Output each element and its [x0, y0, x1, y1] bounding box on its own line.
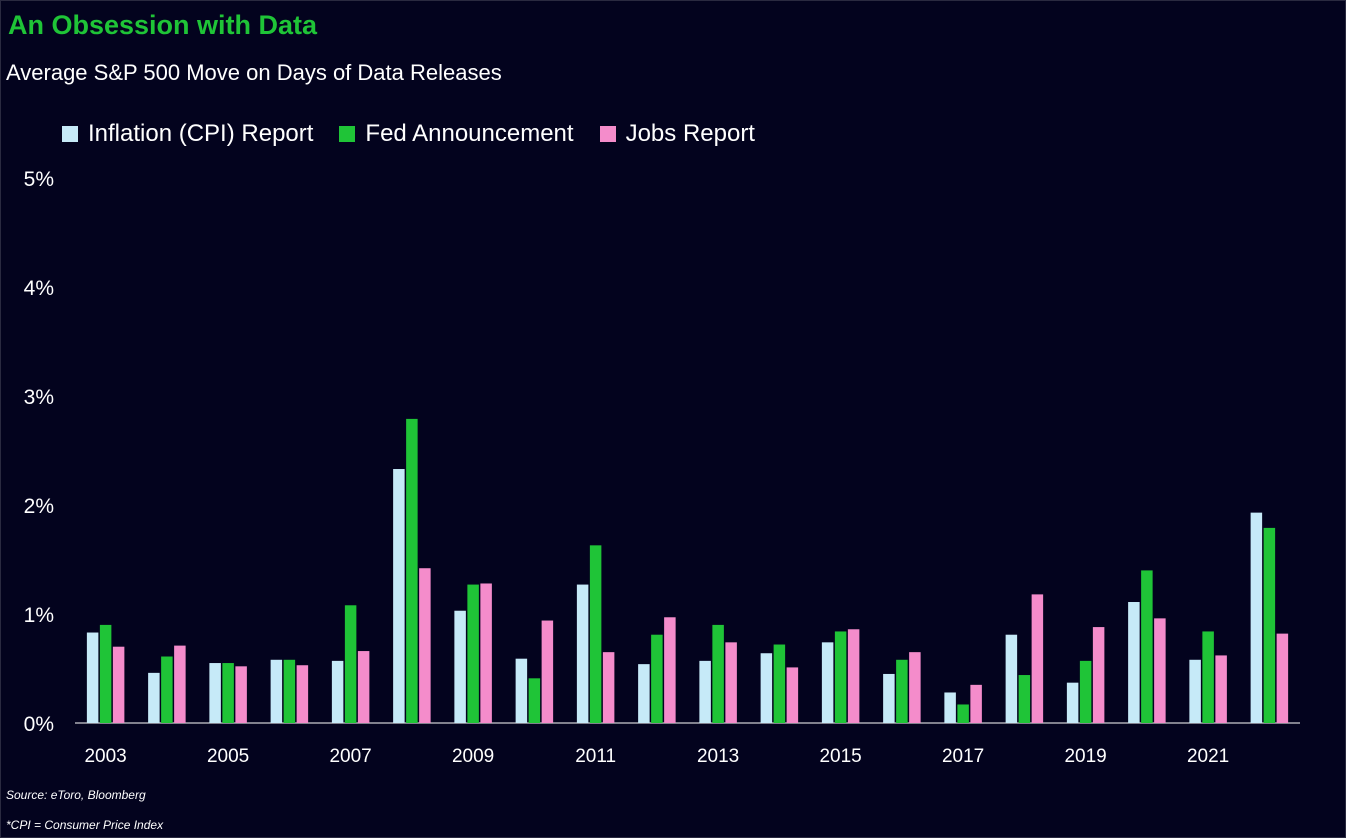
x-tick-label: 2011 [575, 746, 616, 767]
y-tick-label: 5% [24, 168, 54, 191]
bar-inflation-cpi-report-2018 [1005, 634, 1018, 723]
bar-jobs-report-2017 [970, 684, 982, 723]
bar-jobs-report-2005 [235, 666, 247, 723]
y-tick-label: 0% [24, 713, 54, 736]
bar-jobs-report-2014 [786, 667, 799, 723]
bar-inflation-cpi-report-2021 [1189, 659, 1201, 723]
bar-fed-announcement-2005 [222, 663, 234, 723]
bar-inflation-cpi-report-2019 [1066, 682, 1079, 723]
x-tick-label: 2015 [819, 746, 861, 767]
bar-fed-announcement-2013 [712, 624, 724, 723]
bar-jobs-report-2004 [174, 645, 186, 723]
bar-fed-announcement-2016 [896, 659, 908, 723]
bar-inflation-cpi-report-2016 [883, 673, 895, 723]
bar-fed-announcement-2004 [161, 656, 173, 723]
x-tick-label: 2007 [329, 746, 371, 767]
chart-subtitle: Average S&P 500 Move on Days of Data Rel… [6, 60, 502, 85]
bar-jobs-report-2018 [1031, 594, 1044, 723]
legend-label-inflation: Inflation (CPI) Report [88, 120, 314, 147]
bar-inflation-cpi-report-2022 [1250, 512, 1263, 723]
y-tick-label: 1% [24, 604, 54, 627]
bar-inflation-cpi-report-2012 [638, 664, 650, 723]
bar-inflation-cpi-report-2003 [86, 632, 99, 723]
bar-jobs-report-2016 [909, 652, 921, 723]
bar-jobs-report-2013 [725, 642, 737, 723]
bar-jobs-report-2008 [419, 568, 431, 723]
legend-swatch-inflation [62, 126, 78, 142]
bar-inflation-cpi-report-2007 [331, 660, 344, 723]
bar-inflation-cpi-report-2015 [821, 642, 834, 723]
legend-item-inflation: Inflation (CPI) Report [62, 120, 313, 148]
bar-inflation-cpi-report-2010 [515, 658, 528, 723]
bar-fed-announcement-2020 [1141, 570, 1153, 723]
bar-fed-announcement-2021 [1202, 631, 1214, 723]
bar-fed-announcement-2018 [1018, 675, 1031, 723]
bar-inflation-cpi-report-2006 [270, 659, 283, 723]
bar-fed-announcement-2015 [834, 631, 847, 723]
y-tick-label: 4% [24, 277, 54, 300]
bar-jobs-report-2015 [847, 629, 860, 723]
cpi-footnote: *CPI = Consumer Price Index [6, 818, 164, 832]
bar-fed-announcement-2011 [589, 545, 602, 723]
bar-fed-announcement-2008 [406, 418, 418, 723]
bar-jobs-report-2021 [1215, 655, 1227, 723]
legend-item-jobs: Jobs Report [599, 120, 755, 148]
bar-fed-announcement-2003 [99, 624, 112, 723]
x-tick-label: 2021 [1187, 746, 1229, 767]
bar-fed-announcement-2022 [1263, 527, 1276, 723]
bar-fed-announcement-2006 [283, 659, 296, 723]
legend-swatch-jobs [599, 126, 616, 142]
bar-fed-announcement-2017 [957, 704, 969, 723]
bar-fed-announcement-2019 [1079, 660, 1092, 723]
bar-jobs-report-2003 [112, 646, 125, 723]
bar-fed-announcement-2007 [344, 605, 357, 723]
x-tick-label: 2009 [452, 746, 494, 767]
bar-fed-announcement-2009 [467, 584, 479, 723]
bar-jobs-report-2010 [541, 620, 554, 723]
y-tick-label: 2% [24, 495, 54, 518]
x-tick-label: 2005 [207, 746, 249, 767]
bar-inflation-cpi-report-2009 [454, 610, 466, 723]
bar-inflation-cpi-report-2008 [393, 469, 405, 723]
bar-jobs-report-2019 [1092, 627, 1105, 723]
source-note: Source: eToro, Bloomberg [6, 788, 146, 802]
bar-inflation-cpi-report-2004 [148, 672, 160, 723]
y-tick-label: 3% [24, 386, 54, 409]
legend-label-fed: Fed Announcement [365, 120, 574, 147]
bar-jobs-report-2007 [357, 651, 370, 723]
bar-jobs-report-2022 [1276, 633, 1289, 723]
bar-inflation-cpi-report-2017 [944, 692, 956, 723]
legend-label-jobs: Jobs Report [625, 120, 755, 147]
bar-jobs-report-2009 [480, 583, 492, 723]
x-tick-label: 2003 [84, 746, 126, 767]
bar-fed-announcement-2012 [651, 634, 663, 723]
x-tick-label: 2017 [942, 746, 984, 767]
chart-title: An Obsession with Data [8, 10, 318, 40]
bar-jobs-report-2012 [664, 617, 676, 723]
bar-inflation-cpi-report-2011 [576, 584, 589, 723]
x-tick-label: 2013 [697, 746, 739, 767]
bar-inflation-cpi-report-2014 [760, 653, 773, 723]
bar-inflation-cpi-report-2005 [209, 663, 221, 723]
legend: Inflation (CPI) Report Fed Announcement … [62, 120, 781, 148]
bar-fed-announcement-2014 [773, 644, 786, 723]
bar-jobs-report-2011 [602, 652, 615, 723]
bar-inflation-cpi-report-2020 [1128, 602, 1140, 723]
x-tick-label: 2019 [1064, 746, 1106, 767]
bar-inflation-cpi-report-2013 [699, 660, 711, 723]
legend-item-fed: Fed Announcement [339, 120, 574, 148]
bar-jobs-report-2020 [1154, 618, 1166, 723]
bar-fed-announcement-2010 [528, 678, 541, 723]
legend-swatch-fed [339, 126, 356, 142]
bar-jobs-report-2006 [296, 665, 309, 723]
